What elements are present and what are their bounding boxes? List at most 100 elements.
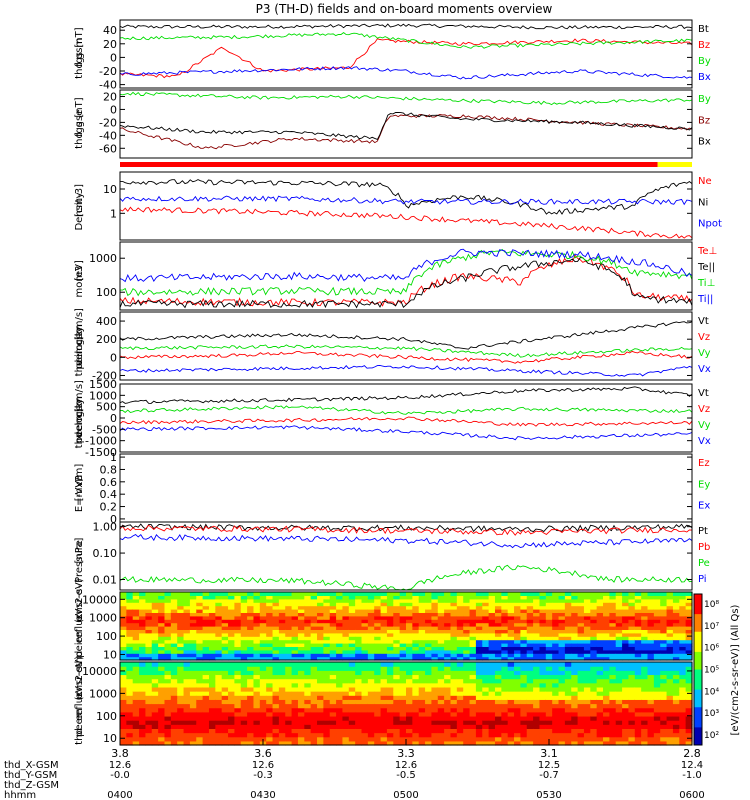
- spec-cell: [158, 636, 166, 641]
- spec-cell: [545, 629, 553, 634]
- spec-cell: [297, 740, 305, 746]
- spec-cell: [259, 592, 267, 596]
- spec-cell: [272, 656, 280, 661]
- spec-cell: [501, 691, 509, 696]
- spec-cell: [291, 732, 299, 738]
- spec-cell: [641, 653, 649, 658]
- spec-cell: [431, 592, 439, 596]
- spec-cell: [317, 703, 324, 709]
- spec-cell: [361, 678, 369, 684]
- spec-cell: [158, 653, 166, 658]
- spec-cell: [622, 639, 630, 644]
- spec-cell: [317, 646, 324, 651]
- spec-cell: [215, 649, 223, 654]
- spec-cell: [545, 678, 553, 684]
- spec-cell: [647, 728, 655, 734]
- spec-cell: [170, 619, 178, 624]
- spec-cell: [317, 699, 324, 705]
- spec-cell: [145, 678, 153, 684]
- spec-cell: [406, 678, 413, 684]
- spec-cell: [507, 632, 515, 637]
- spec-cell: [526, 602, 534, 607]
- spec-cell: [234, 691, 242, 696]
- spec-cell: [272, 646, 280, 651]
- spec-cell: [628, 736, 636, 742]
- spec-cell: [183, 670, 191, 676]
- spec-cell: [272, 728, 280, 734]
- spec-cell: [215, 740, 223, 746]
- spec-cell: [151, 619, 159, 624]
- spec-cell: [158, 686, 166, 692]
- spec-cell: [348, 615, 356, 620]
- spec-cell: [634, 605, 642, 610]
- spec-cell: [323, 711, 331, 717]
- colorbar-frame: [693, 593, 703, 746]
- spec-cell: [240, 609, 248, 613]
- spec-cell: [526, 682, 534, 688]
- spec-cell: [297, 656, 305, 661]
- spec-cell: [393, 646, 401, 651]
- spec-cell: [253, 615, 261, 620]
- spec-cell: [126, 643, 134, 647]
- spec-cell: [221, 602, 229, 607]
- spec-cell: [126, 666, 134, 671]
- spec-cell: [393, 715, 401, 721]
- series-line-By: [119, 91, 693, 106]
- spec-cell: [609, 615, 617, 620]
- spec-cell: [215, 699, 223, 705]
- spec-cell: [634, 724, 642, 729]
- spec-cell: [660, 674, 668, 680]
- spec-cell: [177, 629, 185, 634]
- spec-cell: [641, 602, 649, 607]
- spec-cell: [240, 622, 248, 627]
- spec-cell: [304, 598, 312, 603]
- spec-cell: [450, 740, 458, 746]
- spec-cell: [494, 699, 502, 705]
- spec-cell: [482, 653, 490, 658]
- spec-cell: [247, 595, 255, 600]
- spec-cell: [247, 703, 255, 709]
- spec-cell: [583, 656, 591, 661]
- spec-cell: [609, 626, 617, 630]
- spec-cell: [488, 656, 496, 661]
- spec-cell: [596, 728, 604, 734]
- spec-cell: [609, 686, 617, 692]
- spec-cell: [342, 605, 350, 610]
- spec-cell: [463, 662, 471, 667]
- spec-cell: [380, 691, 388, 696]
- spec-cell: [126, 674, 134, 680]
- colorbar-tick-label: 10²: [704, 731, 719, 741]
- spec-cell: [418, 715, 426, 721]
- spec-cell: [240, 653, 248, 658]
- spec-cell: [482, 626, 490, 630]
- spec-cell: [342, 715, 350, 721]
- spec-cell: [393, 740, 401, 746]
- spec-cell: [558, 622, 566, 627]
- spec-cell: [444, 736, 452, 742]
- spec-cell: [240, 674, 248, 680]
- spec-cell: [469, 724, 477, 729]
- spec-cell: [297, 619, 305, 624]
- spec-cell: [564, 619, 572, 624]
- spec-cell: [406, 615, 413, 620]
- spec-cell: [158, 662, 166, 667]
- spec-cell: [317, 639, 324, 644]
- spec-cell: [475, 632, 483, 637]
- spec-cell: [425, 609, 433, 613]
- spec-cell: [666, 626, 674, 630]
- series-line-Te||: [119, 257, 693, 309]
- spec-cell: [609, 732, 617, 738]
- spec-cell: [444, 656, 452, 661]
- spec-cell: [482, 666, 490, 671]
- spec-cell: [386, 653, 394, 658]
- spec-cell: [355, 656, 363, 661]
- spec-cell: [348, 715, 356, 721]
- spec-cell: [177, 636, 185, 641]
- spec-cell: [285, 646, 293, 651]
- spec-cell: [285, 632, 293, 637]
- spec-cell: [247, 649, 255, 654]
- spec-cell: [386, 619, 394, 624]
- spec-cell: [367, 653, 375, 658]
- spec-cell: [482, 686, 490, 692]
- spec-cell: [310, 605, 318, 610]
